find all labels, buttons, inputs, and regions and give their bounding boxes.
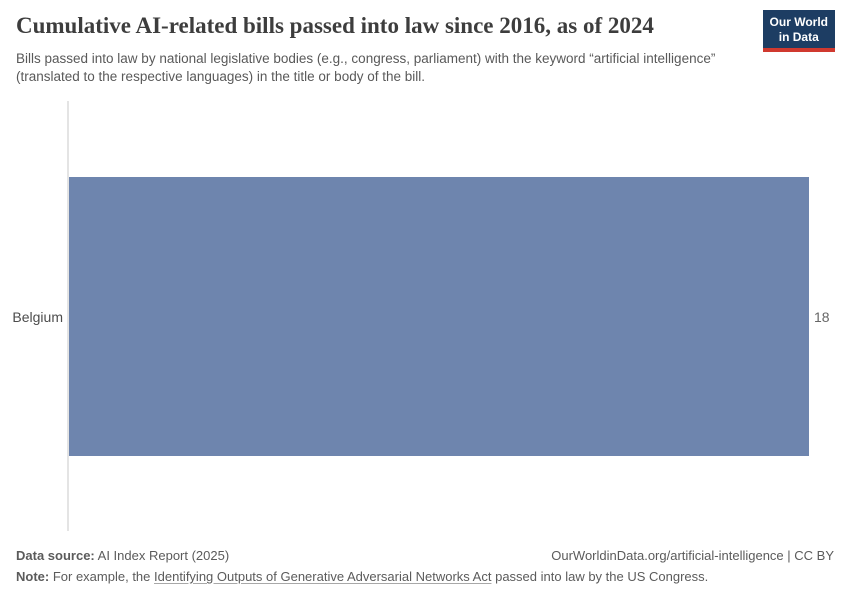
note-label: Note: — [16, 569, 50, 584]
data-source-value: AI Index Report (2025) — [97, 548, 230, 563]
footer-note-row: Note: For example, the Identifying Outpu… — [16, 569, 834, 584]
chart-title: Cumulative AI-related bills passed into … — [16, 13, 654, 38]
owid-logo-line1: Our World — [769, 15, 828, 29]
bar-label-belgium: Belgium — [12, 309, 63, 325]
data-source-label: Data source: — [16, 548, 95, 563]
chart-subtitle: Bills passed into law by national legisl… — [16, 51, 716, 84]
note-text-post: passed into law by the US Congress. — [495, 569, 709, 584]
owid-logo[interactable]: Our World in Data — [762, 10, 835, 52]
note-text-pre: For example, the — [52, 569, 151, 584]
credit-link[interactable]: OurWorldinData.org/artificial-intelligen… — [551, 548, 834, 563]
y-axis-line — [67, 101, 69, 531]
bar-value-label: 18 — [814, 309, 830, 325]
bar-belgium[interactable] — [69, 177, 809, 456]
owid-logo-line2: in Data — [778, 29, 819, 44]
data-source: Data source: AI Index Report (2025) — [16, 548, 229, 563]
footer-sources-row: Data source: AI Index Report (2025) OurW… — [16, 548, 834, 563]
note-link[interactable]: Identifying Outputs of Generative Advers… — [154, 569, 492, 584]
